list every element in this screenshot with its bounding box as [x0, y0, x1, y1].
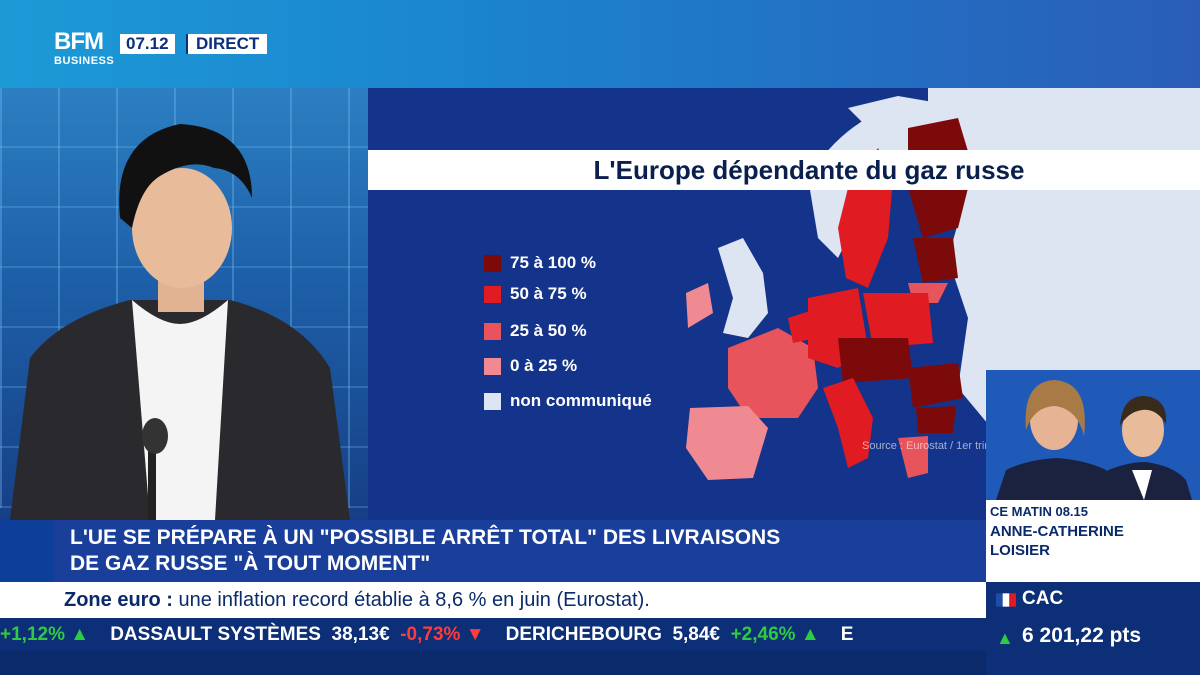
headline-line2: DE GAZ RUSSE "À TOUT MOMENT"	[70, 552, 431, 575]
index-value: 6 201,22 pts	[1022, 624, 1142, 647]
bfm-business-logo: BFM BUSINESS	[54, 30, 118, 74]
ticker-price: 5,84€	[672, 624, 720, 645]
guest-name-line2: LOISIER	[990, 542, 1051, 559]
bottom-strip	[0, 651, 986, 675]
subline-text: une inflation record établie à 8,6 % en …	[172, 589, 650, 611]
map-source: Source : Eurostat / 1er trimes	[862, 440, 1006, 452]
legend-item: 25 à 50 %	[484, 321, 587, 343]
trend-up-icon: ▲	[996, 628, 1014, 648]
legend-swatch	[484, 285, 501, 303]
logo-main-text: BFM	[54, 28, 104, 55]
index-box	[986, 582, 1200, 675]
guest-name: ANNE-CATHERINE LOISIER	[990, 522, 1124, 560]
legend-swatch	[484, 357, 501, 375]
presenter-figure	[10, 124, 350, 520]
map-title-bar	[368, 150, 1200, 190]
legend-item: 75 à 100 %	[484, 253, 596, 275]
headline-line1: L'UE SE PRÉPARE À UN "POSSIBLE ARRÊT TOT…	[70, 526, 781, 549]
guest-schedule: CE MATIN 08.15	[990, 504, 1089, 519]
guest-preview	[986, 370, 1200, 500]
ticker-content: +1,12% ▲ DASSAULT SYSTÈMES 38,13€ -0,73%…	[0, 624, 854, 645]
ticker-stock-name: DASSAULT SYSTÈMES	[110, 624, 321, 645]
guest-portraits	[986, 370, 1200, 500]
ticker-price: 38,13€	[331, 624, 390, 645]
legend-item: 0 à 25 %	[484, 356, 577, 378]
ticker-stock-name: E	[840, 624, 854, 645]
legend-swatch	[484, 254, 501, 272]
map-title: L'Europe dépendante du gaz russe	[593, 155, 1025, 185]
france-flag-icon	[996, 593, 1016, 607]
ticker-change: +2,46%	[730, 624, 796, 645]
legend-item: 50 à 75 %	[484, 284, 587, 306]
subline: Zone euro : une inflation record établie…	[64, 589, 650, 612]
time-display: 07.12	[120, 34, 175, 54]
logo-sub-text: BUSINESS	[54, 55, 115, 67]
legend-swatch	[484, 392, 501, 410]
legend-item: non communiqué	[484, 391, 652, 413]
legend-swatch	[484, 322, 501, 340]
subline-bar	[0, 582, 986, 618]
live-badge: DIRECT	[186, 34, 268, 54]
ticker-change: +1,12%	[0, 624, 65, 645]
subline-topic: Zone euro :	[64, 589, 173, 611]
ticker-stock-name: DERICHEBOURG	[505, 624, 662, 645]
legend-label: 25 à 50 %	[510, 321, 587, 340]
stock-ticker	[0, 618, 986, 651]
headline-bar	[54, 520, 986, 582]
legend-label: 50 à 75 %	[510, 284, 587, 303]
ticker-change: -0,73%	[400, 624, 461, 645]
legend-label: non communiqué	[510, 391, 652, 410]
studio-video	[0, 88, 368, 520]
guest-name-line1: ANNE-CATHERINE	[990, 523, 1124, 540]
guest-name-box	[986, 500, 1200, 582]
legend-label: 75 à 100 %	[510, 253, 597, 272]
channel-banner	[0, 0, 1200, 88]
headline: L'UE SE PRÉPARE À UN "POSSIBLE ARRÊT TOT…	[70, 525, 970, 577]
index-name: CAC	[1022, 588, 1064, 609]
legend-label: 0 à 25 %	[510, 356, 578, 375]
